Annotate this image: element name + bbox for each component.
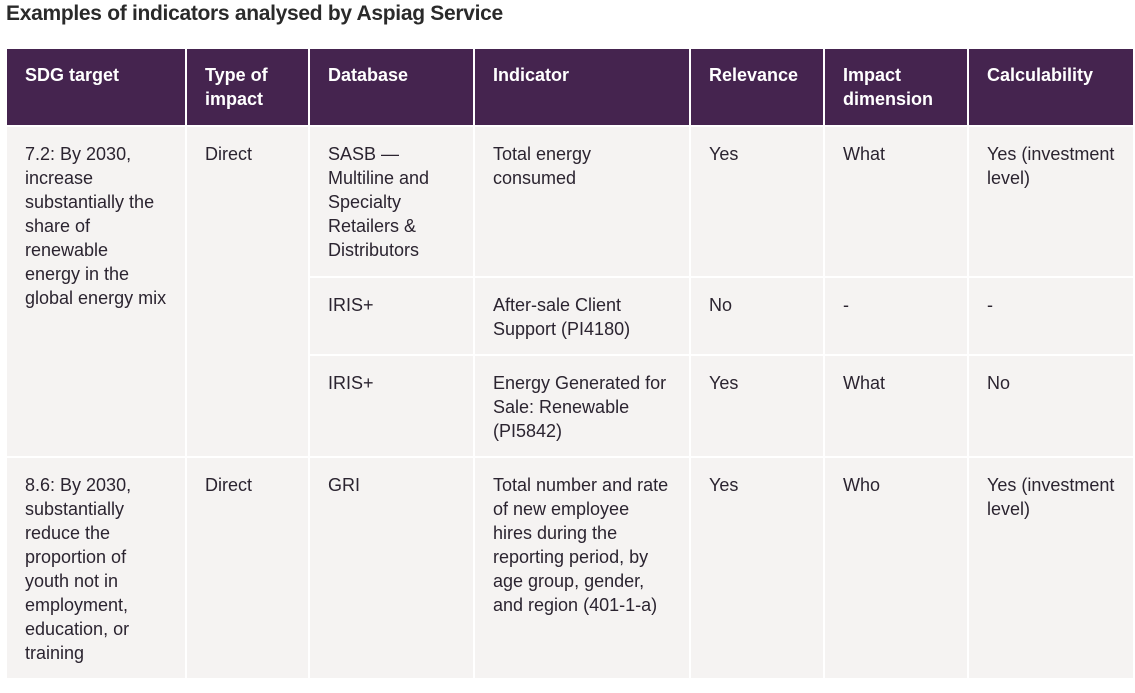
database-cell: GRI [308,456,475,680]
header-indicator: Indicator [473,47,691,127]
relevance-cell: Yes [689,125,825,278]
type-of-impact-cell: Direct [185,125,310,458]
relevance-cell: Yes [689,354,825,458]
calculability-cell: Yes (investment level) [967,456,1135,680]
header-calculability: Calculability [967,47,1135,127]
relevance-cell: No [689,276,825,356]
type-of-impact-cell: Direct [185,456,310,680]
header-row: SDG target Type of impact Database Indic… [5,47,1135,127]
indicator-cell: After-sale Client Support (PI4180) [473,276,691,356]
header-database: Database [308,47,475,127]
header-type-of-impact: Type of impact [185,47,310,127]
table-row: IRIS+ Energy Generated for Sale: Renewab… [6,354,1135,458]
indicator-cell: Energy Generated for Sale: Renewable (PI… [473,354,691,458]
database-cell: SASB — Multiline and Specialty Retailers… [308,125,475,278]
sdg-target-cell: 8.6: By 2030, substantially reduce the p… [5,456,187,680]
calculability-cell: - [967,276,1135,356]
impact-dimension-cell: - [823,276,969,356]
calculability-cell: Yes (investment level) [967,125,1135,278]
relevance-cell: Yes [689,456,825,680]
impact-dimension-cell: Who [823,456,969,680]
impact-dimension-cell: What [823,354,969,458]
indicator-cell: Total energy consumed [473,125,691,278]
table-row: 7.2: By 2030, increase substantially the… [5,125,1135,458]
impact-dimension-cell: What [823,125,969,278]
header-impact-dimension: Impact dimension [823,47,969,127]
sdg-target-cell: 7.2: By 2030, increase substantially the… [5,125,187,458]
database-cell: IRIS+ [308,276,475,356]
table-row: 8.6: By 2030, substantially reduce the p… [5,456,1135,680]
database-cell: IRIS+ [308,354,475,458]
header-sdg-target: SDG target [5,47,187,127]
table-row: IRIS+ After-sale Client Support (PI4180)… [6,276,1135,356]
header-relevance: Relevance [689,47,825,127]
table-title: Examples of indicators analysed by Aspia… [6,2,503,25]
indicator-cell: Total number and rate of new employee hi… [473,456,691,680]
indicators-table: SDG target Type of impact Database Indic… [5,47,1135,680]
calculability-cell: No [967,354,1135,458]
